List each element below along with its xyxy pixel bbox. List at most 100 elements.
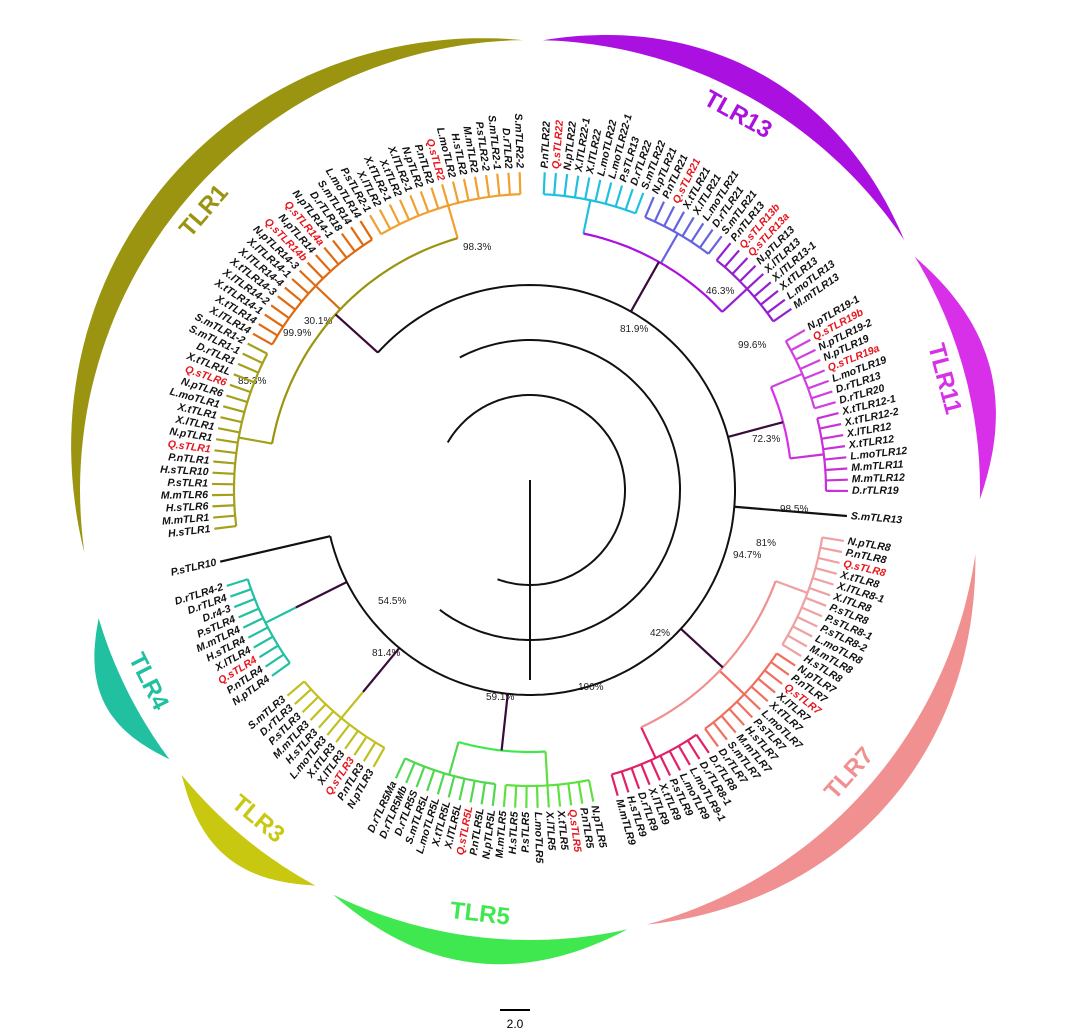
leaf-label: Q.sTLR5 — [566, 808, 584, 853]
leaf-branch — [298, 269, 317, 287]
support-value: 30.1% — [304, 316, 332, 327]
leaf-branch — [462, 178, 470, 201]
leaf-label: P.nTLR22 — [539, 121, 553, 169]
leaf-branch — [242, 617, 264, 629]
leaf-branch — [584, 177, 591, 200]
leaf-branch — [707, 235, 723, 255]
leaf-branch — [306, 261, 324, 280]
leaf-branch — [226, 394, 248, 404]
leaf-branch — [776, 652, 796, 667]
leaf-branch — [824, 456, 847, 461]
leaf-branch — [317, 710, 335, 729]
leaf-branch — [426, 769, 436, 792]
leaf-label: Q.sTLR22 — [550, 120, 566, 170]
leaf-branch — [815, 566, 838, 575]
leaf-branch — [805, 596, 827, 607]
leaf-label: L.moTLR12 — [850, 445, 908, 463]
leaf-branch — [820, 546, 843, 554]
leaf-label: P.sTLR1 — [167, 477, 208, 490]
support-value: 81% — [756, 538, 776, 549]
leaf-branch — [213, 514, 236, 519]
leaf-branch — [821, 433, 844, 440]
leaf-branch — [229, 383, 252, 394]
leaf-branch — [624, 188, 634, 211]
leaf-branch — [563, 174, 569, 197]
support-value: 98.3% — [463, 242, 491, 253]
leaf-label: S.mTLR2-2 — [512, 113, 526, 168]
leaf-branch — [233, 373, 255, 384]
leaf-branch — [258, 644, 279, 659]
leaf-branch — [441, 184, 450, 206]
leaf-branch — [594, 179, 602, 202]
leaf-branch — [634, 192, 645, 214]
leaf-branch — [484, 174, 491, 197]
leaf-branch — [750, 685, 769, 702]
leaf-branch — [640, 763, 651, 786]
leaf-label: P.sTLR10 — [170, 556, 218, 578]
leaf-branch — [233, 597, 256, 609]
leaf-branch — [230, 588, 252, 598]
leaf-branch — [409, 194, 420, 217]
leaf-label: S.mTLR13 — [850, 510, 902, 526]
leaf-label: D.rTLR19 — [852, 485, 899, 497]
leaf-branch — [253, 635, 274, 649]
leaf-label: H.sTLR5 — [507, 811, 521, 854]
leaf-branch — [238, 607, 260, 619]
leaf-label: N.pTLR22 — [561, 121, 579, 171]
clade-crescent — [71, 38, 524, 553]
leaf-label: S.mTLR2-1 — [485, 115, 503, 171]
leaf-label: P.sTLR5 — [520, 812, 532, 853]
leaf-branch — [825, 478, 848, 482]
leaf-branch — [258, 323, 279, 337]
leaf-branch — [757, 677, 776, 694]
support-value: 98.5% — [780, 504, 808, 515]
leaf-branch — [362, 741, 377, 762]
leaf-branch — [695, 734, 710, 754]
leaf-branch — [447, 775, 456, 798]
leaf-branch — [785, 329, 806, 343]
leaf-branch — [736, 700, 754, 719]
leaf-branch — [242, 352, 264, 365]
clade-stem — [629, 261, 660, 313]
clade-crescent — [914, 256, 996, 500]
leaf-branch — [770, 661, 790, 676]
leaf-label: X.tTLR5 — [555, 809, 571, 851]
clade-stem — [362, 647, 401, 693]
group-stem — [314, 285, 342, 311]
leaf-branch — [271, 662, 291, 677]
leaf-branch — [264, 653, 285, 668]
leaf-branch — [277, 295, 296, 311]
leaf-branch — [567, 783, 573, 806]
leaf-branch — [766, 298, 786, 314]
leaf-branch — [817, 556, 840, 565]
leaf-branch — [823, 445, 846, 451]
leaf-branch — [816, 412, 839, 420]
leaf-branch — [264, 313, 284, 328]
leaf-branch — [799, 359, 821, 371]
leaf-branch — [739, 264, 757, 283]
clade-crescent — [94, 618, 170, 760]
leaf-branch — [469, 780, 476, 803]
support-value: 99.6% — [738, 340, 766, 351]
leaf-branch — [301, 696, 320, 714]
leaf-branch — [649, 759, 661, 781]
leaf-branch — [704, 728, 719, 748]
leaf-branch — [405, 762, 416, 784]
leaf-branch — [518, 172, 522, 195]
leaf-branch — [672, 211, 685, 232]
leaf-label: L.moTLR5 — [532, 812, 545, 864]
support-value: 100% — [578, 682, 604, 693]
leaf-label: X.lTLR5 — [543, 810, 557, 851]
leaf-label: M.mTLR11 — [851, 458, 904, 474]
leaf-branch — [690, 222, 705, 243]
leaf-branch — [220, 416, 243, 424]
leaf-label: N.pTLR5L — [480, 809, 498, 860]
support-value: 54.5% — [378, 596, 406, 607]
clade-name: TLR5 — [449, 897, 512, 931]
leaf-branch — [814, 401, 836, 410]
leaf-branch — [340, 232, 356, 253]
leaf-branch — [226, 578, 249, 587]
leaf-branch — [430, 187, 440, 209]
